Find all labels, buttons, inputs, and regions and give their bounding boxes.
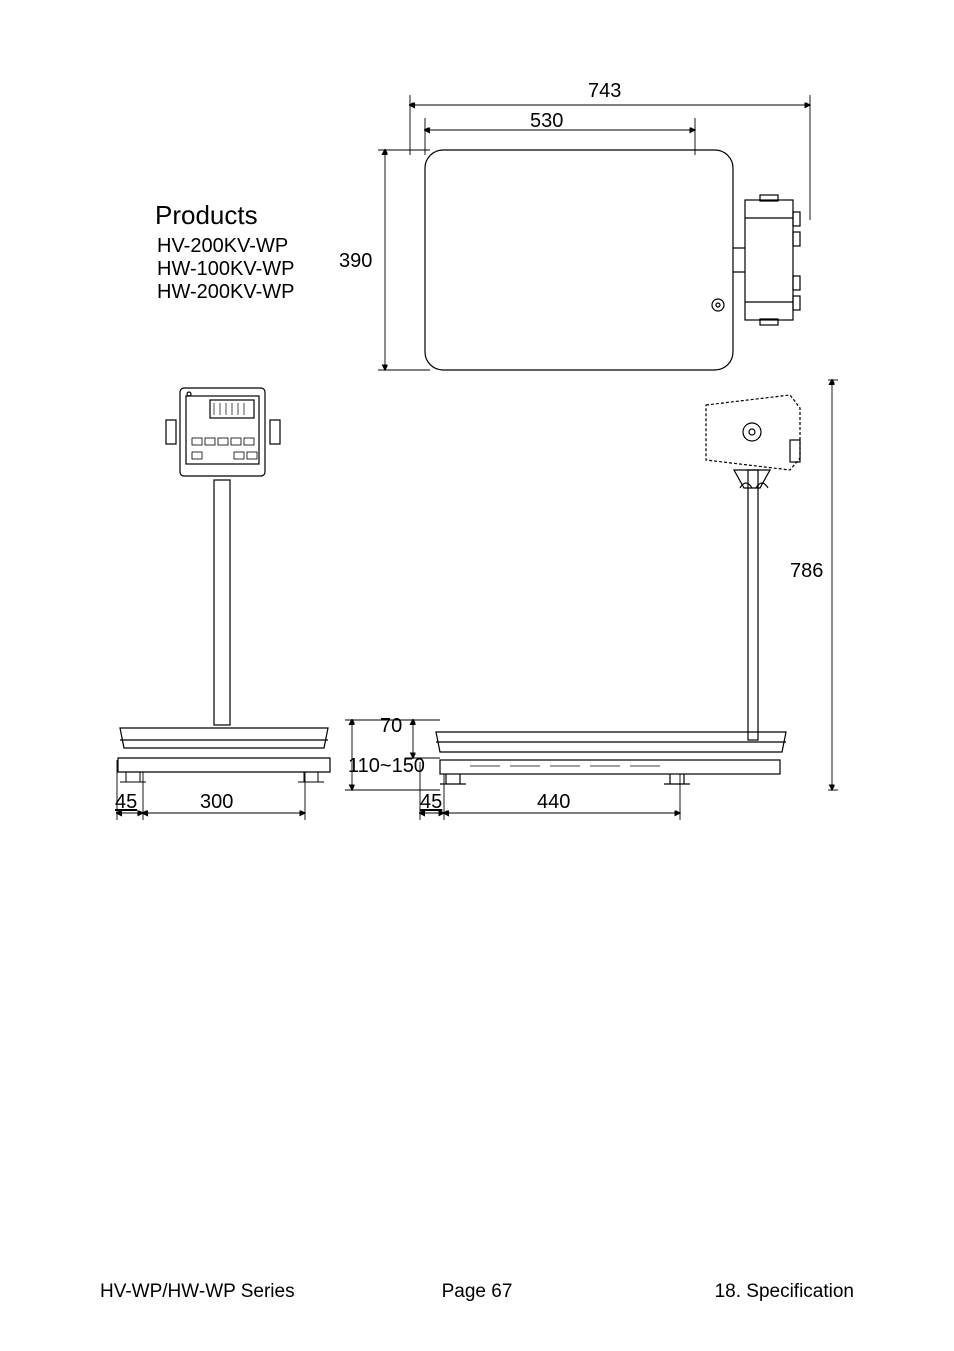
side-view [345, 380, 838, 820]
front-view [117, 388, 330, 820]
footer-section: 18. Specification [715, 1281, 854, 1303]
technical-drawing [0, 0, 954, 900]
page: Products HV-200KV-WP HW-100KV-WP HW-200K… [0, 0, 954, 1351]
top-view [378, 95, 810, 370]
